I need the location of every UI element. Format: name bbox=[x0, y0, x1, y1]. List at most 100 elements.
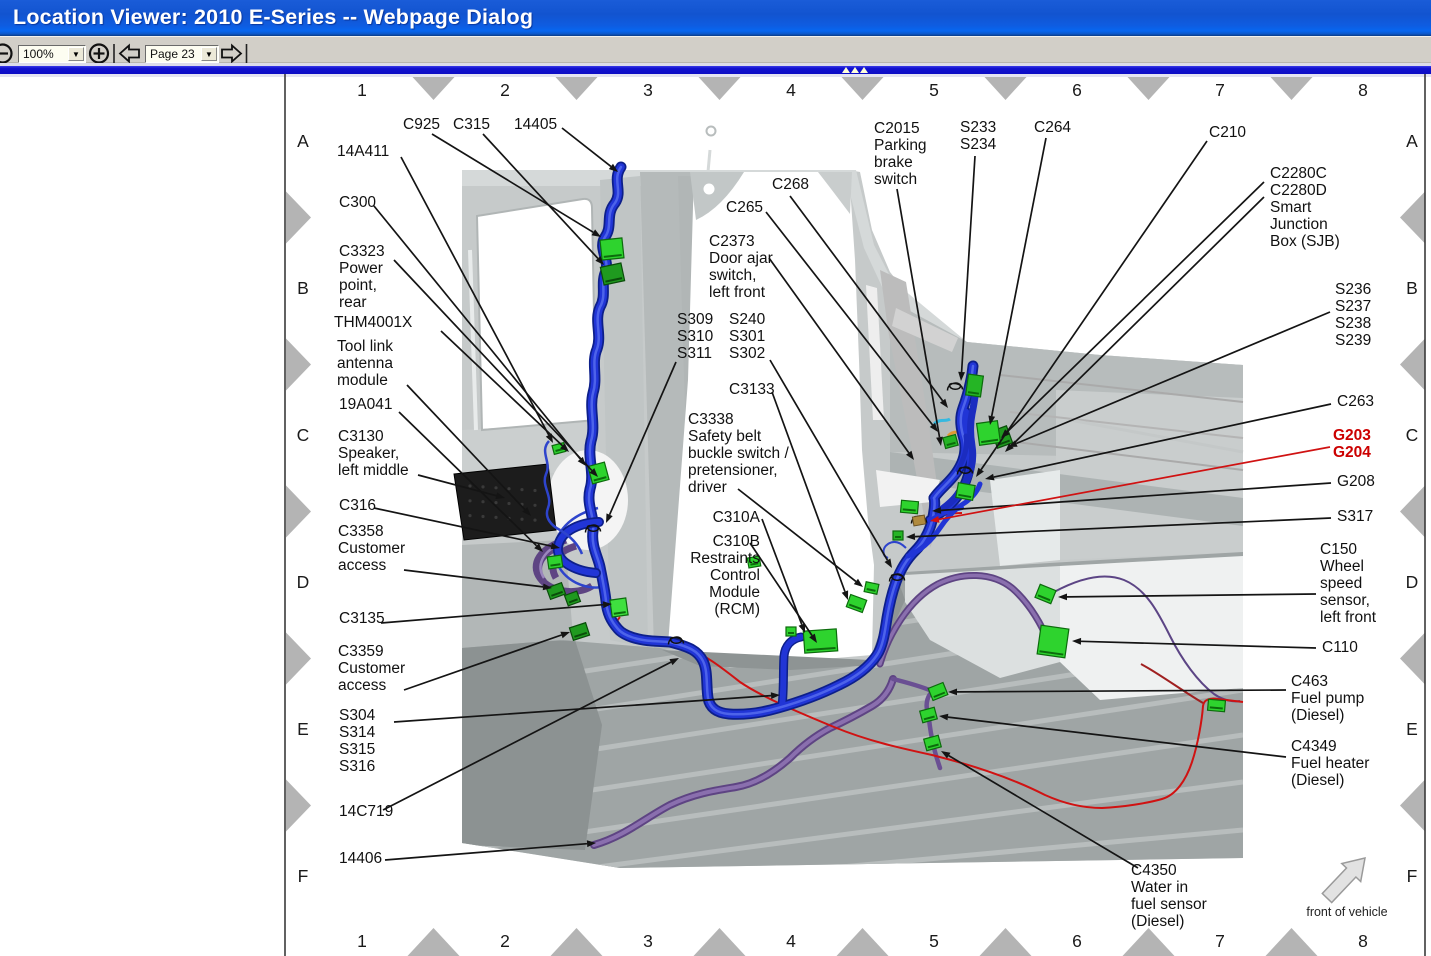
svg-text:7: 7 bbox=[1215, 80, 1225, 100]
svg-text:S238: S238 bbox=[1335, 315, 1371, 332]
svg-text:2: 2 bbox=[500, 80, 510, 100]
svg-text:S302: S302 bbox=[729, 345, 765, 362]
svg-text:7: 7 bbox=[1215, 931, 1225, 951]
svg-text:6: 6 bbox=[1072, 80, 1082, 100]
svg-text:14405: 14405 bbox=[514, 116, 557, 133]
svg-text:module: module bbox=[337, 372, 388, 389]
svg-text:S237: S237 bbox=[1335, 298, 1371, 315]
svg-text:Tool link: Tool link bbox=[337, 338, 393, 355]
svg-text:C4349: C4349 bbox=[1291, 738, 1337, 755]
svg-text:Box (SJB): Box (SJB) bbox=[1270, 233, 1340, 250]
svg-text:left front: left front bbox=[709, 284, 766, 301]
svg-text:Smart: Smart bbox=[1270, 199, 1312, 216]
svg-text:S309: S309 bbox=[677, 311, 713, 328]
svg-text:B: B bbox=[297, 278, 309, 298]
svg-text:brake: brake bbox=[874, 154, 913, 171]
svg-text:Speaker,: Speaker, bbox=[338, 445, 399, 462]
svg-text:1: 1 bbox=[357, 931, 367, 951]
svg-text:C315: C315 bbox=[453, 116, 490, 133]
svg-text:S315: S315 bbox=[339, 741, 375, 758]
svg-text:THM4001X: THM4001X bbox=[334, 314, 413, 331]
svg-text:S239: S239 bbox=[1335, 332, 1371, 349]
svg-text:S314: S314 bbox=[339, 724, 376, 741]
svg-text:2: 2 bbox=[500, 931, 510, 951]
svg-text:B: B bbox=[1406, 278, 1418, 298]
svg-text:A: A bbox=[297, 131, 309, 151]
svg-text:C3133: C3133 bbox=[729, 381, 775, 398]
svg-text:14C719: 14C719 bbox=[339, 803, 393, 820]
svg-text:F: F bbox=[1407, 866, 1418, 886]
svg-text:left middle: left middle bbox=[338, 462, 409, 479]
svg-text:Restraints: Restraints bbox=[690, 550, 760, 567]
svg-text:C210: C210 bbox=[1209, 124, 1246, 141]
svg-text:access: access bbox=[338, 557, 386, 574]
svg-text:G208: G208 bbox=[1337, 473, 1375, 490]
svg-text:C2015: C2015 bbox=[874, 120, 920, 137]
svg-text:C316: C316 bbox=[339, 497, 376, 514]
svg-text:antenna: antenna bbox=[337, 355, 393, 372]
svg-text:front of vehicle: front of vehicle bbox=[1306, 905, 1387, 919]
svg-text:(Diesel): (Diesel) bbox=[1291, 707, 1344, 724]
svg-text:C: C bbox=[1406, 425, 1419, 445]
svg-text:S301: S301 bbox=[729, 328, 765, 345]
svg-text:C2373: C2373 bbox=[709, 233, 755, 250]
svg-text:switch: switch bbox=[874, 171, 917, 188]
svg-text:C3359: C3359 bbox=[338, 643, 384, 660]
svg-text:C150: C150 bbox=[1320, 541, 1357, 558]
svg-text:C3358: C3358 bbox=[338, 523, 384, 540]
svg-text:F: F bbox=[298, 866, 309, 886]
svg-text:D: D bbox=[297, 572, 310, 592]
svg-text:Water in: Water in bbox=[1131, 879, 1188, 896]
svg-text:C2280D: C2280D bbox=[1270, 182, 1327, 199]
svg-text:8: 8 bbox=[1358, 931, 1368, 951]
svg-text:C4350: C4350 bbox=[1131, 862, 1177, 879]
svg-text:pretensioner,: pretensioner, bbox=[688, 462, 778, 479]
svg-text:C300: C300 bbox=[339, 194, 376, 211]
svg-text:C3338: C3338 bbox=[688, 411, 734, 428]
svg-text:8: 8 bbox=[1358, 80, 1368, 100]
svg-text:G203: G203 bbox=[1333, 427, 1371, 444]
svg-text:Module: Module bbox=[709, 584, 760, 601]
svg-text:fuel sensor: fuel sensor bbox=[1131, 896, 1207, 913]
svg-text:G204: G204 bbox=[1333, 444, 1371, 461]
svg-text:S240: S240 bbox=[729, 311, 766, 328]
svg-text:C2280C: C2280C bbox=[1270, 165, 1327, 182]
svg-text:4: 4 bbox=[786, 80, 796, 100]
svg-text:C110: C110 bbox=[1322, 639, 1358, 656]
svg-text:A: A bbox=[1406, 131, 1418, 151]
svg-text:S311: S311 bbox=[677, 345, 712, 362]
svg-text:S316: S316 bbox=[339, 758, 375, 775]
svg-text:S234: S234 bbox=[960, 136, 997, 153]
svg-text:D: D bbox=[1406, 572, 1419, 592]
svg-text:sensor,: sensor, bbox=[1320, 592, 1370, 609]
svg-text:6: 6 bbox=[1072, 931, 1082, 951]
svg-text:access: access bbox=[338, 677, 386, 694]
svg-text:Customer: Customer bbox=[338, 660, 405, 677]
svg-text:Door ajar: Door ajar bbox=[709, 250, 773, 267]
svg-text:Junction: Junction bbox=[1270, 216, 1328, 233]
svg-text:14A411: 14A411 bbox=[337, 143, 389, 160]
svg-text:Parking: Parking bbox=[874, 137, 927, 154]
svg-text:1: 1 bbox=[357, 80, 367, 100]
svg-text:point,: point, bbox=[339, 277, 377, 294]
svg-text:S233: S233 bbox=[960, 119, 996, 136]
svg-text:3: 3 bbox=[643, 80, 653, 100]
svg-text:3: 3 bbox=[643, 931, 653, 951]
svg-text:(Diesel): (Diesel) bbox=[1291, 772, 1344, 789]
svg-text:14406: 14406 bbox=[339, 850, 382, 867]
svg-text:C3323: C3323 bbox=[339, 243, 385, 260]
svg-text:19A041: 19A041 bbox=[339, 396, 392, 413]
svg-text:5: 5 bbox=[929, 80, 939, 100]
svg-text:Power: Power bbox=[339, 260, 383, 277]
svg-text:buckle switch /: buckle switch / bbox=[688, 445, 789, 462]
svg-text:E: E bbox=[297, 719, 309, 739]
svg-text:(Diesel): (Diesel) bbox=[1131, 913, 1184, 930]
svg-text:C3130: C3130 bbox=[338, 428, 384, 445]
svg-text:rear: rear bbox=[339, 294, 367, 311]
svg-text:switch,: switch, bbox=[709, 267, 756, 284]
svg-text:S304: S304 bbox=[339, 707, 376, 724]
svg-text:C268: C268 bbox=[772, 176, 809, 193]
svg-text:S310: S310 bbox=[677, 328, 714, 345]
svg-text:C925: C925 bbox=[403, 116, 440, 133]
svg-text:S236: S236 bbox=[1335, 281, 1371, 298]
